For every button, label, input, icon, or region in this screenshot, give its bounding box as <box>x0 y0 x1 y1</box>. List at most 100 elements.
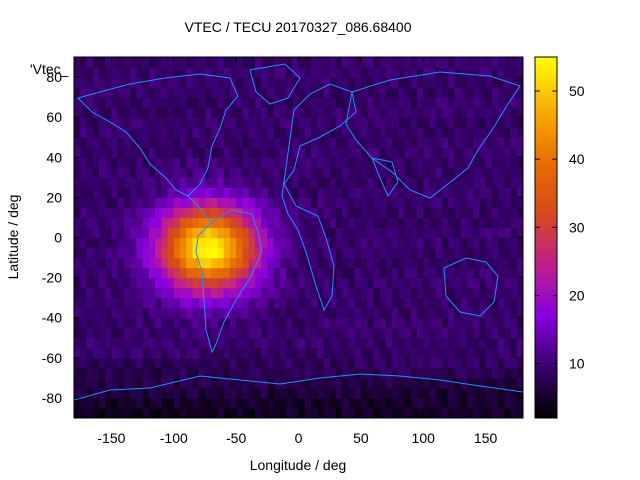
heatmap-cell <box>161 327 169 339</box>
heatmap-cell <box>516 107 523 118</box>
heatmap-cell <box>479 297 487 309</box>
heatmap-cell <box>292 217 300 229</box>
coastlines <box>74 63 523 401</box>
heatmap-cell <box>485 147 493 158</box>
heatmap-cell <box>348 187 356 198</box>
heatmap-cell <box>310 317 318 329</box>
heatmap-cell <box>123 377 131 389</box>
heatmap-cell <box>236 227 243 239</box>
heatmap-cell <box>317 307 325 319</box>
heatmap-cell <box>192 327 200 339</box>
heatmap-cell <box>379 377 387 389</box>
heatmap-cell <box>298 317 306 329</box>
heatmap-cell <box>485 407 493 418</box>
heatmap-cell <box>429 67 437 78</box>
y-tick-label: -40 <box>42 310 62 326</box>
heatmap-cell <box>98 77 106 88</box>
heatmap-cell <box>441 407 449 418</box>
heatmap-cell <box>248 297 256 309</box>
heatmap-cell <box>180 117 187 128</box>
heatmap-cell <box>248 57 256 68</box>
heatmap-cell <box>180 337 187 349</box>
heatmap-cell <box>416 77 424 88</box>
heatmap-cell <box>354 397 362 409</box>
heatmap-cell <box>236 257 243 269</box>
heatmap-cell <box>155 177 162 188</box>
heatmap-cell <box>335 287 343 299</box>
heatmap-cell <box>117 217 125 229</box>
heatmap-cell <box>123 297 131 309</box>
heatmap-cell <box>392 297 399 309</box>
heatmap-cell <box>80 337 88 349</box>
heatmap-cell <box>398 127 406 138</box>
heatmap-cell <box>473 77 480 88</box>
heatmap-cell <box>323 197 331 209</box>
heatmap-cell <box>80 147 88 158</box>
heatmap-cell <box>329 317 337 329</box>
heatmap-cell <box>460 67 468 78</box>
heatmap-cell <box>223 87 231 98</box>
heatmap-cell <box>404 397 412 409</box>
heatmap-cell <box>161 207 169 219</box>
heatmap-cell <box>236 67 243 78</box>
heatmap-cell <box>130 217 137 229</box>
heatmap-cell <box>504 347 512 359</box>
heatmap-cell <box>498 187 505 198</box>
heatmap-cell <box>454 197 462 209</box>
heatmap-cell <box>180 147 187 158</box>
heatmap-cell <box>491 247 499 259</box>
heatmap-cell <box>173 357 181 369</box>
heatmap-cell <box>448 57 456 68</box>
heatmap-cell <box>136 347 144 359</box>
heatmap-cell <box>329 197 337 209</box>
heatmap-cell <box>473 57 480 68</box>
heatmap-cell <box>298 277 306 289</box>
heatmap-cell <box>323 57 331 68</box>
heatmap-cell <box>211 187 219 198</box>
heatmap-cell <box>273 167 281 178</box>
heatmap-cell <box>123 57 131 68</box>
heatmap-cell <box>161 157 169 168</box>
heatmap-cell <box>516 117 523 128</box>
heatmap-cell <box>142 357 150 369</box>
heatmap-cell <box>466 157 474 168</box>
heatmap-cell <box>273 277 281 289</box>
heatmap-cell <box>261 287 268 299</box>
heatmap-cell <box>392 317 399 329</box>
heatmap-cell <box>379 227 387 239</box>
heatmap-cell <box>304 227 312 239</box>
heatmap-cell <box>460 147 468 158</box>
heatmap-cell <box>142 117 150 128</box>
heatmap-cell <box>342 337 349 349</box>
heatmap-cell <box>292 197 300 209</box>
heatmap-cell <box>198 197 206 209</box>
heatmap-cell <box>354 267 362 279</box>
heatmap-cell <box>273 267 281 279</box>
heatmap-cell <box>248 97 256 108</box>
heatmap-cell <box>310 297 318 309</box>
heatmap-cell <box>323 357 331 369</box>
heatmap-cell <box>211 327 219 339</box>
heatmap-cell <box>310 287 318 299</box>
heatmap-cell <box>292 57 300 68</box>
heatmap-cell <box>74 367 81 379</box>
heatmap-cell <box>448 77 456 88</box>
heatmap-cell <box>267 217 275 229</box>
heatmap-cell <box>148 177 156 188</box>
heatmap-cell <box>360 87 368 98</box>
heatmap-cell <box>236 367 243 379</box>
heatmap-cell <box>248 237 256 249</box>
heatmap-cell <box>466 317 474 329</box>
heatmap-cell <box>211 87 219 98</box>
heatmap-cell <box>74 307 81 319</box>
heatmap-cell <box>423 107 431 118</box>
heatmap-cell <box>504 147 512 158</box>
heatmap-cell <box>286 177 293 188</box>
heatmap-cell <box>292 227 300 239</box>
heatmap-cell <box>310 77 318 88</box>
heatmap-cell <box>367 267 374 279</box>
heatmap-cell <box>342 407 349 418</box>
heatmap-cell <box>510 107 518 118</box>
heatmap-cell <box>167 347 175 359</box>
heatmap-cell <box>410 307 418 319</box>
